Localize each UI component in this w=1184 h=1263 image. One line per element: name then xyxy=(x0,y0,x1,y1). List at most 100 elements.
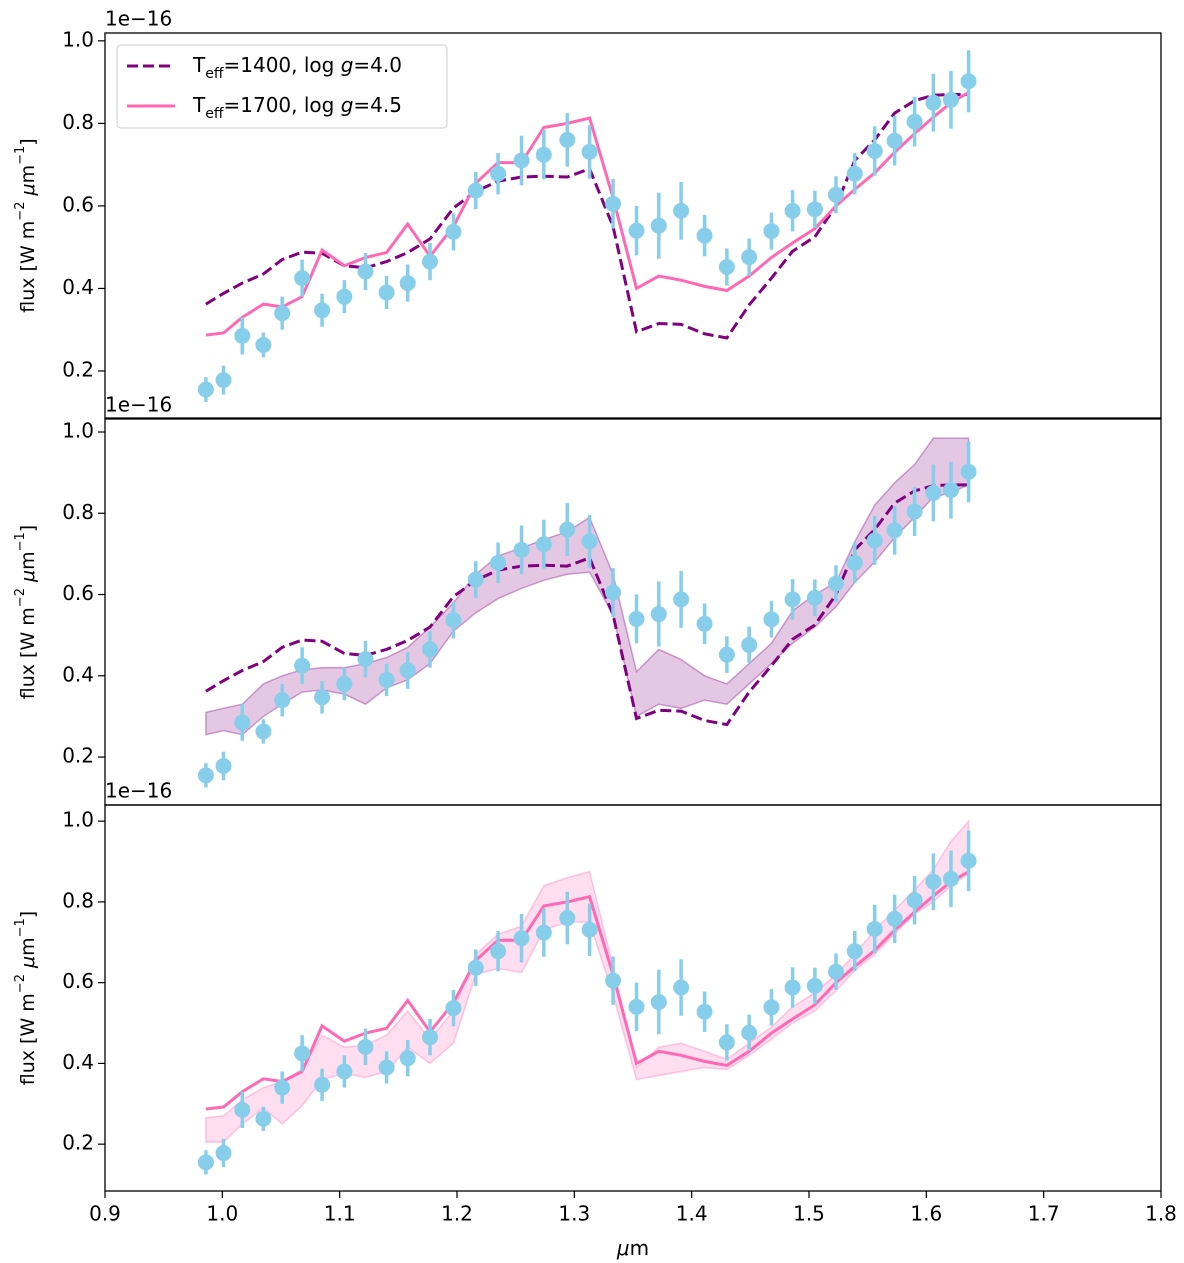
x-tick-label: 1.7 xyxy=(1028,1202,1060,1226)
data-point xyxy=(255,336,272,353)
data-point xyxy=(846,165,863,182)
offset-text: 1e−16 xyxy=(105,779,172,803)
data-point xyxy=(718,258,735,275)
data-point xyxy=(866,920,883,937)
band xyxy=(205,819,970,1143)
x-tick-label: 1.3 xyxy=(558,1202,590,1226)
data-point xyxy=(399,662,416,679)
y-tick-label: 0.2 xyxy=(62,357,94,381)
y-axis-label: flux [W m−2 μm−1] xyxy=(13,525,39,699)
y-tick-label: 0.6 xyxy=(62,969,94,993)
data-point xyxy=(906,113,923,130)
panel: 0.2 0.4 0.6 1.0 0.8 1e−16 flux [W m−2 μm−1] Tef… xyxy=(13,7,1162,419)
data-point xyxy=(960,852,977,869)
data-point xyxy=(763,223,780,240)
data-point xyxy=(336,675,353,692)
y-tick-label: 0.2 xyxy=(62,744,94,768)
data-point xyxy=(294,1045,311,1062)
x-tick-label: 1.5 xyxy=(793,1202,825,1226)
data-point xyxy=(445,223,462,240)
model-line xyxy=(205,92,969,340)
data-point xyxy=(197,1154,214,1171)
data-point xyxy=(846,554,863,571)
data-point xyxy=(925,94,942,111)
data-point xyxy=(336,288,353,305)
data-point xyxy=(378,1059,395,1076)
y-tick-label: 1.0 xyxy=(62,419,94,443)
data-point xyxy=(741,636,758,653)
data-point xyxy=(650,217,667,234)
data-point xyxy=(960,73,977,90)
data-point xyxy=(422,1029,439,1046)
y-tick-label: 0.2 xyxy=(62,1131,94,1155)
x-tick-label: 1.1 xyxy=(324,1202,356,1226)
offset-text: 1e−16 xyxy=(105,7,172,31)
data-point xyxy=(294,657,311,674)
data-point xyxy=(886,132,903,149)
data-point xyxy=(234,1101,251,1118)
data-point xyxy=(628,610,645,627)
data-point xyxy=(490,554,507,571)
axes-frame xyxy=(104,804,1162,1192)
data-point xyxy=(827,963,844,980)
plot-area xyxy=(197,819,977,1175)
legend: Teff=1400, log g=4.0 Teff=1700, log g=4.5 xyxy=(116,44,448,129)
y-tick-label: 0.6 xyxy=(62,192,94,216)
x-tick-label: 1.6 xyxy=(910,1202,942,1226)
plot-area xyxy=(197,50,977,402)
data-point xyxy=(827,186,844,203)
data-point xyxy=(673,979,690,996)
data-point xyxy=(215,1145,232,1162)
data-point xyxy=(784,979,801,996)
data-point xyxy=(357,1038,374,1055)
data-point xyxy=(274,692,291,709)
data-point xyxy=(255,1110,272,1127)
x-axis-label: μm xyxy=(616,1236,649,1260)
data-point xyxy=(806,977,823,994)
y-tick-label: 0.4 xyxy=(62,275,94,299)
data-point xyxy=(605,584,622,601)
y-tick-label: 0.8 xyxy=(62,500,94,524)
data-point xyxy=(628,222,645,239)
data-point xyxy=(605,195,622,212)
data-point xyxy=(535,146,552,163)
y-axis-label: flux [W m−2 μm−1] xyxy=(13,138,39,312)
legend-box xyxy=(116,44,448,129)
data-point xyxy=(696,1003,713,1020)
data-point xyxy=(650,994,667,1011)
data-point xyxy=(806,201,823,218)
x-tick-label: 1.2 xyxy=(441,1202,473,1226)
data-point xyxy=(650,606,667,623)
legend-label: Teff=1700, log g=4.5 xyxy=(192,93,402,123)
legend-label: Teff=1400, log g=4.0 xyxy=(192,53,402,83)
data-point xyxy=(234,714,251,731)
data-point xyxy=(445,1000,462,1017)
x-tick-label: 1.0 xyxy=(206,1202,238,1226)
data-point xyxy=(399,275,416,292)
panel: 0.2 0.4 0.6 0.8 1.0 1e−16 flux [W m−2 μm−1] xyxy=(13,393,1162,806)
data-point xyxy=(255,723,272,740)
model-line xyxy=(205,91,970,337)
data-point xyxy=(925,484,942,501)
x-tick-label: 0.9 xyxy=(89,1202,121,1226)
data-point xyxy=(422,253,439,270)
data-point xyxy=(673,202,690,219)
x-tick-label: 1.8 xyxy=(1145,1202,1177,1226)
data-point xyxy=(942,482,959,499)
data-point xyxy=(490,165,507,182)
data-point xyxy=(357,651,374,668)
data-point xyxy=(925,873,942,890)
data-point xyxy=(294,270,311,287)
data-point xyxy=(378,671,395,688)
data-point xyxy=(274,305,291,322)
data-point xyxy=(314,689,331,706)
data-point xyxy=(718,1034,735,1051)
data-point xyxy=(535,924,552,941)
data-point xyxy=(581,533,598,550)
axes-frame xyxy=(104,32,1162,419)
data-point xyxy=(866,143,883,160)
data-point xyxy=(445,612,462,629)
data-point xyxy=(628,998,645,1015)
y-tick-label: 0.6 xyxy=(62,581,94,605)
